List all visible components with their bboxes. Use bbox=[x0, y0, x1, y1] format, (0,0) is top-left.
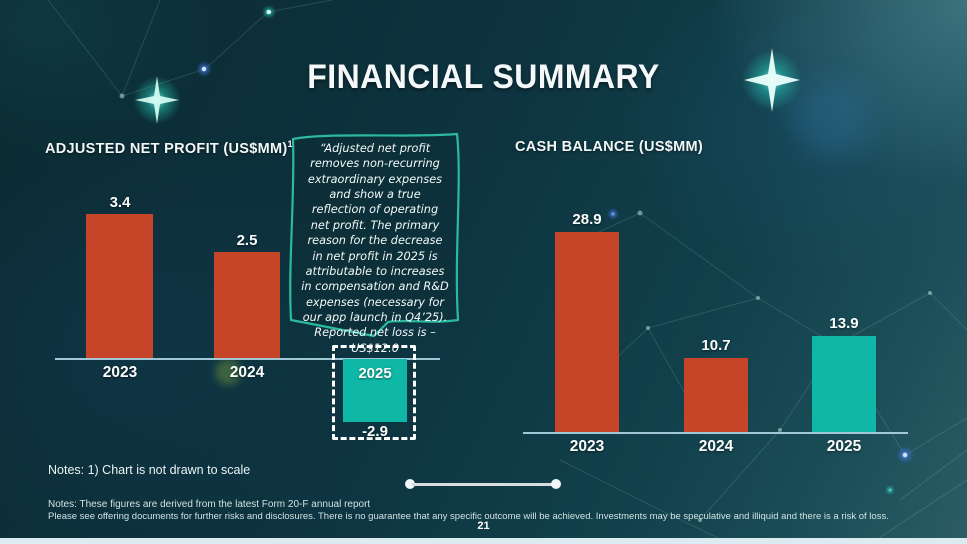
value-label-cash-balance-2024: 10.7 bbox=[701, 337, 731, 354]
footnote-disclaimer: Please see offering documents for furthe… bbox=[48, 511, 889, 522]
footer-divider bbox=[405, 479, 561, 489]
net-profit-callout: “Adjusted net profit removes non-recurri… bbox=[286, 126, 466, 355]
net-profit-title-footnote-marker: 1 bbox=[287, 139, 293, 149]
value-label-cash-balance-2023: 28.9 bbox=[572, 211, 602, 228]
blue-blur-blob bbox=[792, 78, 872, 158]
net-profit-axis-line bbox=[55, 358, 440, 360]
value-label-net-profit-2024: 2.5 bbox=[236, 232, 258, 249]
cash-balance-axis-line bbox=[523, 432, 908, 434]
year-label-cash-balance-2024: 2024 bbox=[698, 438, 734, 455]
year-label-cash-balance-2023: 2023 bbox=[569, 438, 605, 455]
divider-left-dot bbox=[405, 479, 415, 489]
net-profit-chart-title: ADJUSTED NET PROFIT (US$MM)1 bbox=[45, 139, 293, 157]
value-label-net-profit-2023: 3.4 bbox=[109, 194, 131, 211]
divider-line bbox=[412, 483, 554, 486]
chart-scale-note: Notes: 1) Chart is not drawn to scale bbox=[48, 463, 251, 477]
net-profit-2025-highlight-box bbox=[332, 345, 416, 440]
bar-cash-balance-2023 bbox=[555, 232, 619, 432]
page-number: 21 bbox=[477, 520, 490, 532]
bar-cash-balance-2024 bbox=[684, 358, 748, 432]
year-label-net-profit-2024: 2024 bbox=[229, 364, 265, 381]
bar-net-profit-2023 bbox=[86, 214, 153, 358]
page-title: FINANCIAL SUMMARY bbox=[307, 58, 660, 96]
green-glow-blob bbox=[215, 359, 241, 385]
footnote-source: Notes: These figures are derived from th… bbox=[48, 499, 371, 510]
value-label-cash-balance-2025: 13.9 bbox=[829, 315, 859, 332]
bottom-edge-strip bbox=[0, 538, 967, 544]
year-label-net-profit-2025: 2025 bbox=[358, 365, 392, 382]
net-profit-chart-title-text: ADJUSTED NET PROFIT (US$MM) bbox=[45, 140, 288, 157]
year-label-net-profit-2023: 2023 bbox=[102, 364, 138, 381]
star-sparkle-right bbox=[742, 48, 802, 112]
value-label-net-profit-2025: -2.9 bbox=[362, 423, 388, 440]
bar-net-profit-2024 bbox=[214, 252, 280, 358]
callout-text: “Adjusted net profit removes non-recurri… bbox=[301, 142, 449, 355]
year-label-cash-balance-2025: 2025 bbox=[826, 438, 862, 455]
bar-net-profit-2025 bbox=[343, 359, 407, 422]
cash-balance-chart-title: CASH BALANCE (US$MM) bbox=[515, 139, 704, 155]
star-sparkle-left bbox=[133, 76, 181, 124]
divider-right-dot bbox=[551, 479, 561, 489]
callout-bubble-border bbox=[289, 132, 460, 338]
bar-cash-balance-2025 bbox=[812, 336, 876, 432]
small-glow-dots bbox=[196, 5, 914, 495]
